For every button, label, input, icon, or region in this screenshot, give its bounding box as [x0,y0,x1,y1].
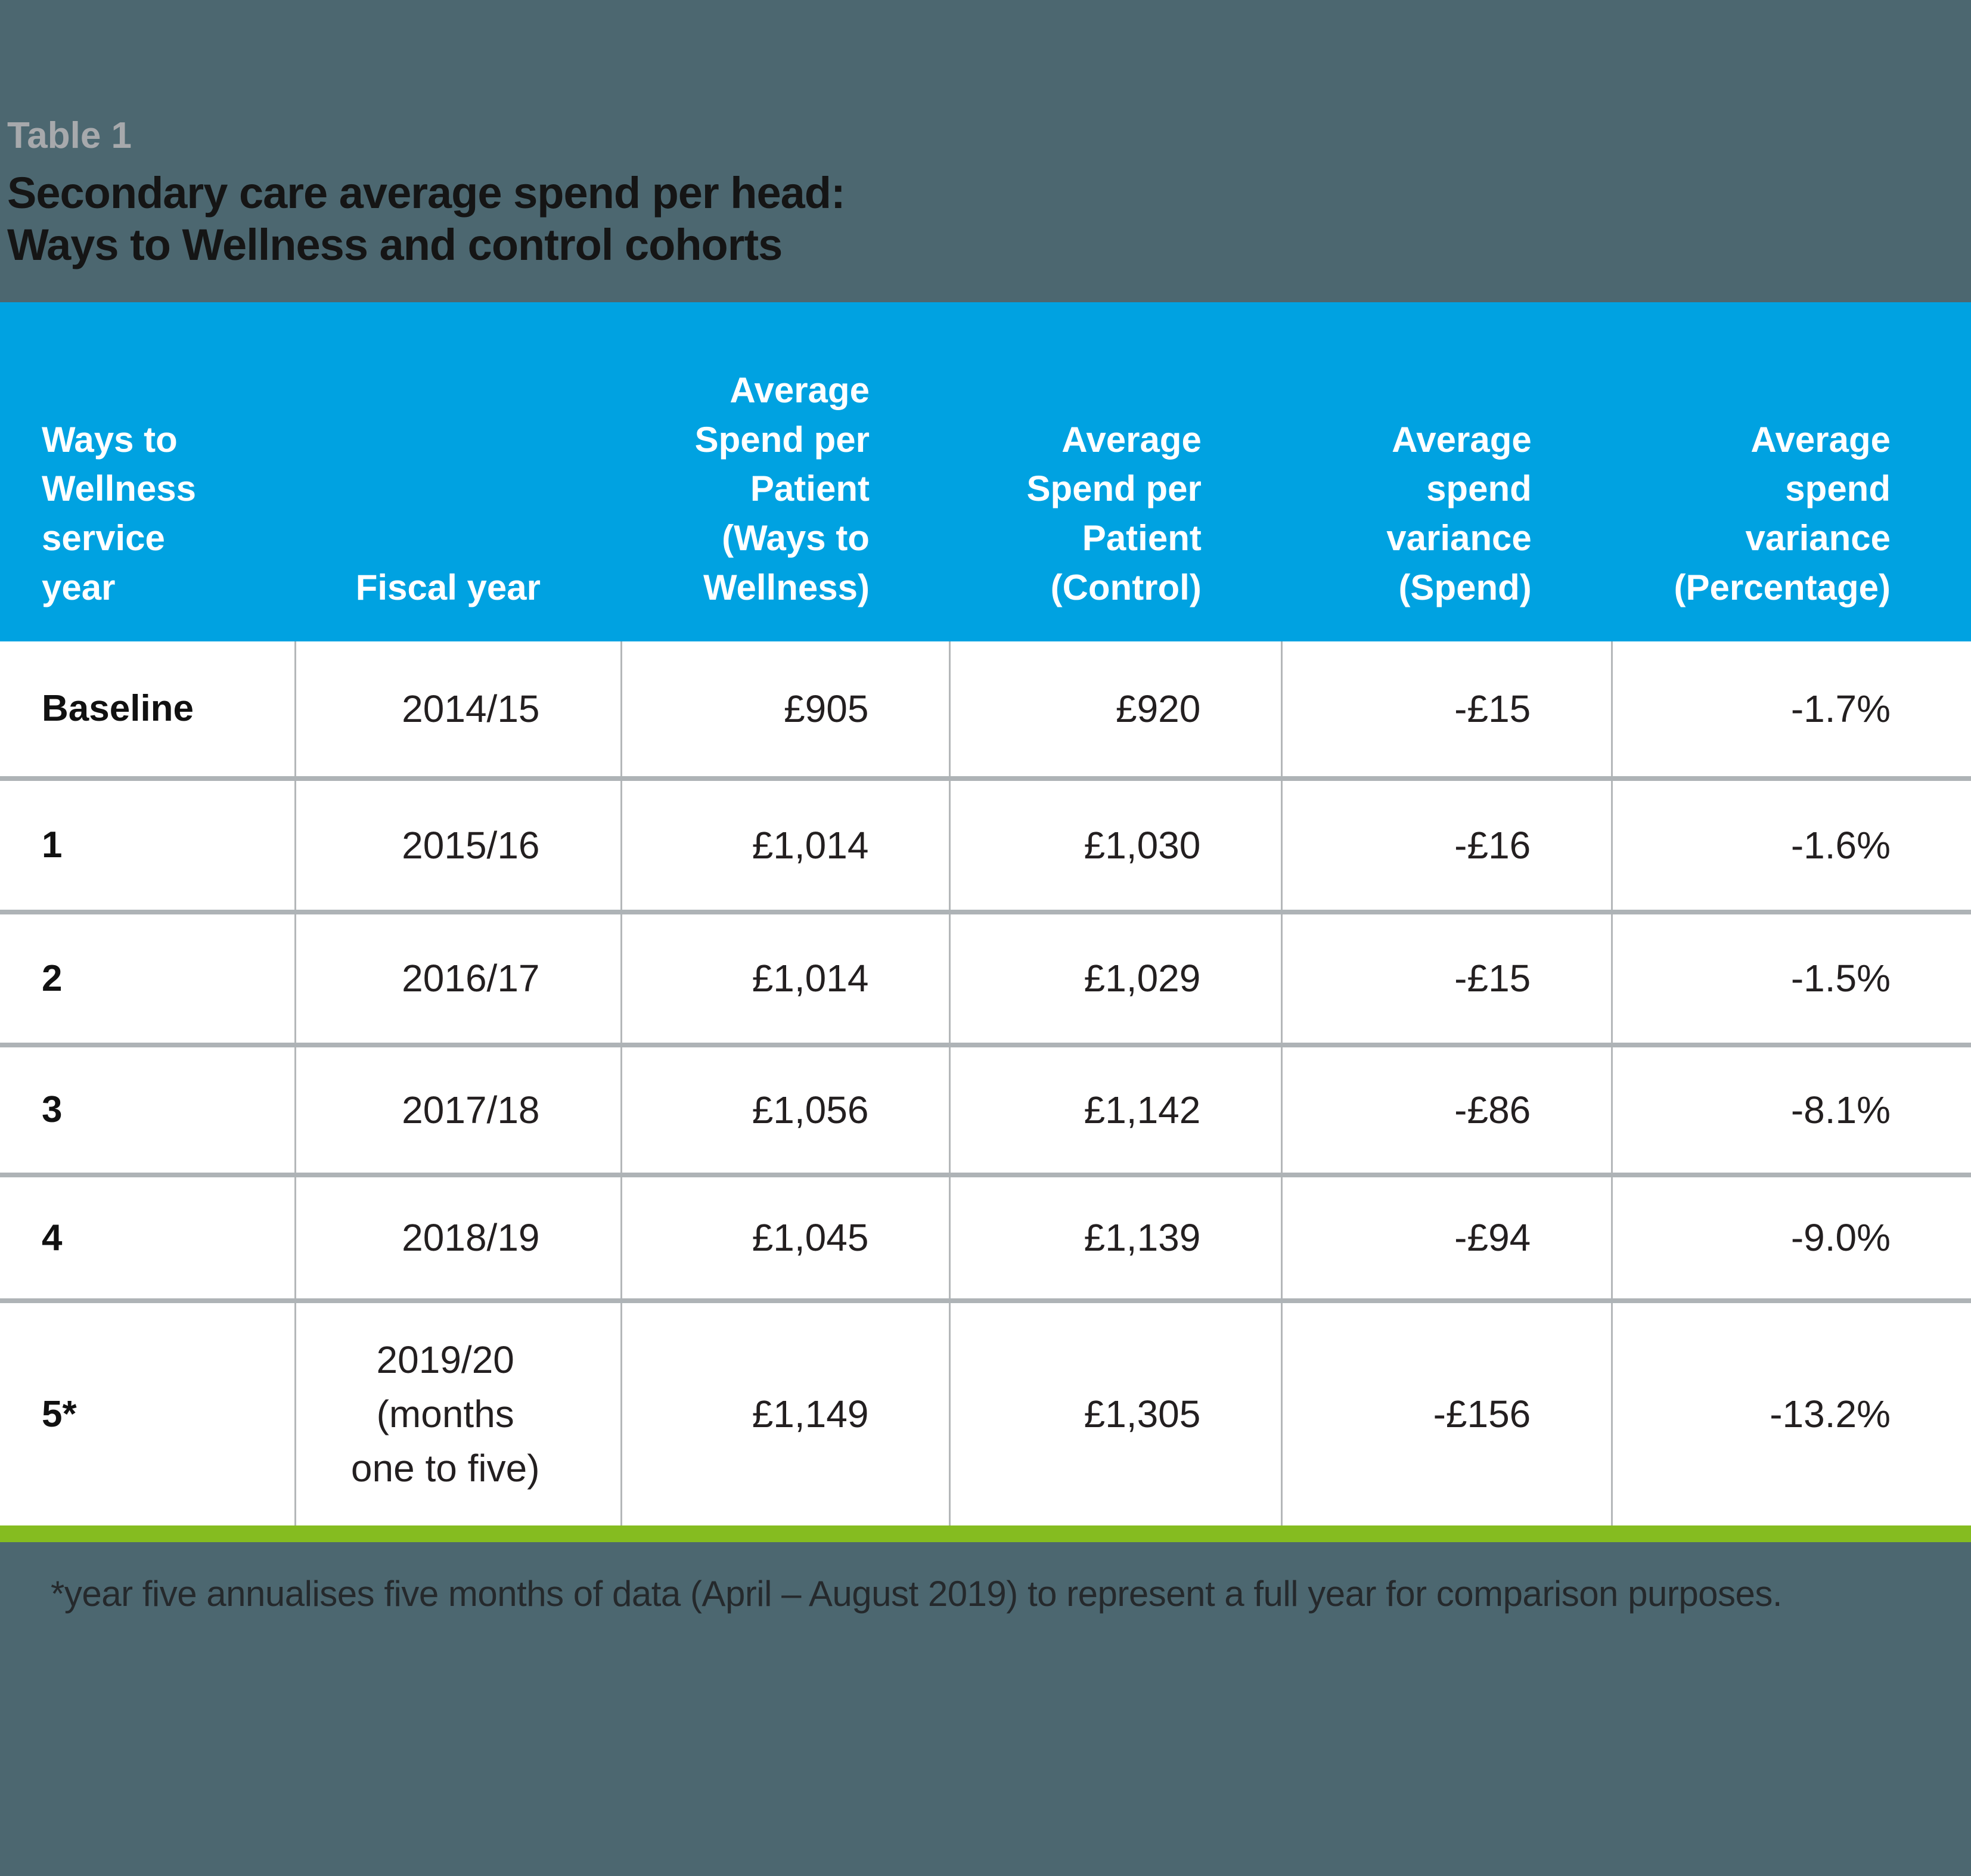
column-header-variance-spend: Average spend variance (Spend) [1281,302,1612,641]
column-header-service-year: Ways to Wellness service year [0,302,296,641]
cell-fiscal-year: 2017/18 [295,1042,622,1175]
table-row-year2: 2 2016/17 £1,014 £1,029 -£15 -1.5% [0,909,1971,1045]
column-header-spend-wtw: Average Spend per Patient (Ways to Welln… [621,302,950,641]
cell-fiscal-year: 2016/17 [295,909,622,1045]
cell-spend-control: £1,305 [949,1298,1283,1525]
table-row-year1: 1 2015/16 £1,014 £1,030 -£16 -1.6% [0,776,1971,912]
page-title: Secondary care average spend per head: W… [7,168,846,270]
cell-service-year: 5* [0,1298,296,1525]
cell-variance-spend: -£15 [1281,641,1613,779]
cell-variance-spend: -£86 [1281,1042,1613,1175]
cell-spend-wtw: £1,045 [621,1172,951,1301]
table-row-baseline: Baseline 2014/15 £905 £920 -£15 -1.7% [0,641,1971,779]
cell-service-year: 3 [0,1042,296,1175]
cell-fiscal-year: 2014/15 [295,641,622,779]
cell-spend-wtw: £1,056 [621,1042,951,1175]
cell-service-year: 1 [0,776,296,912]
table-header: Ways to Wellness service year Fiscal yea… [0,302,1971,641]
cell-spend-wtw: £905 [621,641,951,779]
column-header-variance-percentage: Average spend variance (Percentage) [1612,302,1971,641]
cell-fiscal-year: 2015/16 [295,776,622,912]
cell-service-year: Baseline [0,641,296,779]
footer-band: *year five annualises five months of dat… [0,1542,1971,1749]
cell-variance-pct: -13.2% [1612,1298,1971,1525]
cell-service-year: 2 [0,909,296,1045]
green-divider [0,1525,1971,1542]
cell-spend-wtw: £1,149 [621,1298,951,1525]
cell-variance-spend: -£94 [1281,1172,1613,1301]
cell-spend-wtw: £1,014 [621,776,951,912]
cell-variance-pct: -1.5% [1612,909,1971,1045]
table-row-year5: 5* 2019/20 (months one to five) £1,149 £… [0,1298,1971,1525]
cell-fiscal-year: 2018/19 [295,1172,622,1301]
cell-spend-control: £1,142 [949,1042,1283,1175]
table-body: Baseline 2014/15 £905 £920 -£15 -1.7% 1 … [0,641,1971,1525]
cell-fiscal-year: 2019/20 (months one to five) [295,1298,622,1525]
cell-variance-pct: -8.1% [1612,1042,1971,1175]
header-row: Ways to Wellness service year Fiscal yea… [0,302,1971,641]
cell-variance-pct: -1.7% [1612,641,1971,779]
cell-spend-control: £1,030 [949,776,1283,912]
title-block: Table 1 Secondary care average spend per… [0,0,1971,271]
cell-spend-control: £1,029 [949,909,1283,1045]
cell-variance-pct: -1.6% [1612,776,1971,912]
fiscal-year-multiline: 2019/20 (months one to five) [350,1338,540,1490]
table-label: Table 1 [7,115,132,156]
table-row-year4: 4 2018/19 £1,045 £1,139 -£94 -9.0% [0,1172,1971,1301]
table-row-year3: 3 2017/18 £1,056 £1,142 -£86 -8.1% [0,1042,1971,1175]
cell-spend-control: £920 [949,641,1283,779]
spend-table: Ways to Wellness service year Fiscal yea… [0,302,1971,1525]
cell-variance-pct: -9.0% [1612,1172,1971,1301]
cell-variance-spend: -£156 [1281,1298,1613,1525]
footnote: *year five annualises five months of dat… [51,1573,1783,1614]
cell-service-year: 4 [0,1172,296,1301]
cell-spend-control: £1,139 [949,1172,1283,1301]
column-header-fiscal-year: Fiscal year [295,302,622,641]
cell-variance-spend: -£15 [1281,909,1613,1045]
cell-variance-spend: -£16 [1281,776,1613,912]
cell-spend-wtw: £1,014 [621,909,951,1045]
column-header-spend-control: Average Spend per Patient (Control) [949,302,1282,641]
